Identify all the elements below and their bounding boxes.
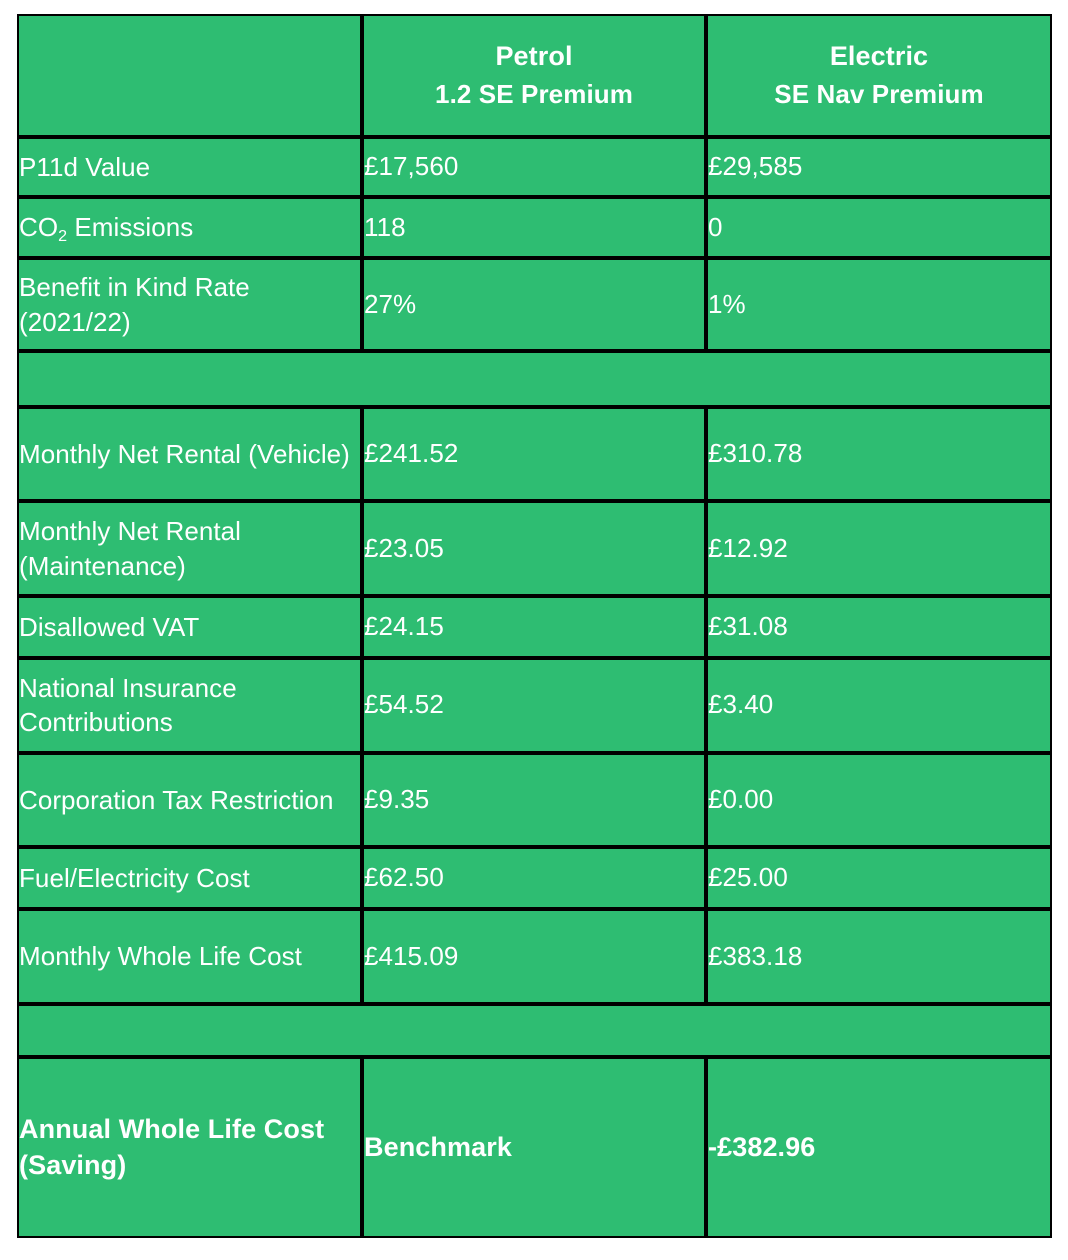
row-value-co2-emissions-electric: 0 [706, 197, 1052, 259]
row-label-annual-whole-life-cost-saving: Annual Whole Life Cost (Saving) [17, 1056, 362, 1238]
co2-subscript: 2 [58, 226, 68, 245]
whole-life-cost-comparison-table: Petrol 1.2 SE Premium Electric SE Nav Pr… [17, 14, 1052, 1238]
table-total-row: Annual Whole Life Cost (Saving) Benchmar… [17, 1056, 1052, 1238]
row-value-disallowed-vat-petrol: £24.15 [362, 596, 706, 658]
row-label-national-insurance-contributions: National Insurance Contributions [17, 657, 362, 753]
row-value-monthly-whole-life-cost-petrol: £415.09 [362, 909, 706, 1005]
row-value-monthly-net-rental-vehicle-electric: £310.78 [706, 406, 1052, 502]
table-row: Benefit in Kind Rate (2021/22) 27% 1% [17, 258, 1052, 351]
row-label-monthly-net-rental-vehicle: Monthly Net Rental (Vehicle) [17, 406, 362, 502]
table-row: CO2 Emissions 118 0 [17, 197, 1052, 259]
row-label-monthly-net-rental-maintenance: Monthly Net Rental (Maintenance) [17, 501, 362, 597]
row-value-p11d-value-electric: £29,585 [706, 136, 1052, 198]
table-row: Corporation Tax Restriction £9.35 £0.00 [17, 752, 1052, 848]
row-value-benefit-in-kind-rate-petrol: 27% [362, 258, 706, 351]
spacer-cell-two [17, 1004, 1052, 1057]
row-value-annual-whole-life-cost-electric: -£382.96 [706, 1056, 1052, 1238]
row-value-monthly-net-rental-maintenance-electric: £12.92 [706, 501, 1052, 597]
row-label-fuel-electricity-cost: Fuel/Electricity Cost [17, 847, 362, 910]
table-row: Disallowed VAT £24.15 £31.08 [17, 596, 1052, 658]
row-value-co2-emissions-petrol: 118 [362, 197, 706, 259]
row-label-benefit-in-kind-rate: Benefit in Kind Rate (2021/22) [17, 258, 362, 351]
row-value-fuel-electricity-cost-petrol: £62.50 [362, 847, 706, 910]
row-value-benefit-in-kind-rate-electric: 1% [706, 258, 1052, 351]
row-value-corporation-tax-restriction-electric: £0.00 [706, 752, 1052, 848]
row-value-monthly-net-rental-vehicle-petrol: £241.52 [362, 406, 706, 502]
row-value-p11d-value-petrol: £17,560 [362, 136, 706, 198]
header-petrol-fuel: Petrol [495, 40, 573, 71]
table-row: Monthly Whole Life Cost £415.09 £383.18 [17, 909, 1052, 1005]
row-value-fuel-electricity-cost-electric: £25.00 [706, 847, 1052, 910]
table-row: National Insurance Contributions £54.52 … [17, 657, 1052, 753]
header-col-petrol: Petrol 1.2 SE Premium [362, 14, 706, 137]
row-label-corporation-tax-restriction: Corporation Tax Restriction [17, 752, 362, 848]
table-row: P11d Value £17,560 £29,585 [17, 136, 1052, 198]
row-value-monthly-whole-life-cost-electric: £383.18 [706, 909, 1052, 1005]
row-label-monthly-whole-life-cost: Monthly Whole Life Cost [17, 909, 362, 1005]
header-electric-trim: SE Nav Premium [774, 79, 984, 110]
row-label-p11d-value: P11d Value [17, 136, 362, 198]
spacer-cell-one [17, 350, 1052, 407]
row-value-national-insurance-contributions-electric: £3.40 [706, 657, 1052, 753]
table-header-row: Petrol 1.2 SE Premium Electric SE Nav Pr… [17, 14, 1052, 137]
header-petrol-trim: 1.2 SE Premium [435, 79, 633, 110]
table-row: Monthly Net Rental (Vehicle) £241.52 £31… [17, 406, 1052, 502]
table-row: Fuel/Electricity Cost £62.50 £25.00 [17, 847, 1052, 910]
table-spacer-row [17, 1004, 1052, 1057]
co2-suffix: Emissions [67, 212, 194, 243]
table-spacer-row [17, 350, 1052, 407]
header-blank-cell [17, 14, 362, 137]
row-value-monthly-net-rental-maintenance-petrol: £23.05 [362, 501, 706, 597]
table-row: Monthly Net Rental (Maintenance) £23.05 … [17, 501, 1052, 597]
row-value-annual-whole-life-cost-petrol: Benchmark [362, 1056, 706, 1238]
row-label-disallowed-vat: Disallowed VAT [17, 596, 362, 658]
row-value-corporation-tax-restriction-petrol: £9.35 [362, 752, 706, 848]
co2-prefix: CO [19, 212, 59, 243]
row-label-co2-emissions: CO2 Emissions [17, 197, 362, 259]
header-electric-fuel: Electric [829, 40, 929, 71]
row-value-disallowed-vat-electric: £31.08 [706, 596, 1052, 658]
row-value-national-insurance-contributions-petrol: £54.52 [362, 657, 706, 753]
header-col-electric: Electric SE Nav Premium [706, 14, 1052, 137]
